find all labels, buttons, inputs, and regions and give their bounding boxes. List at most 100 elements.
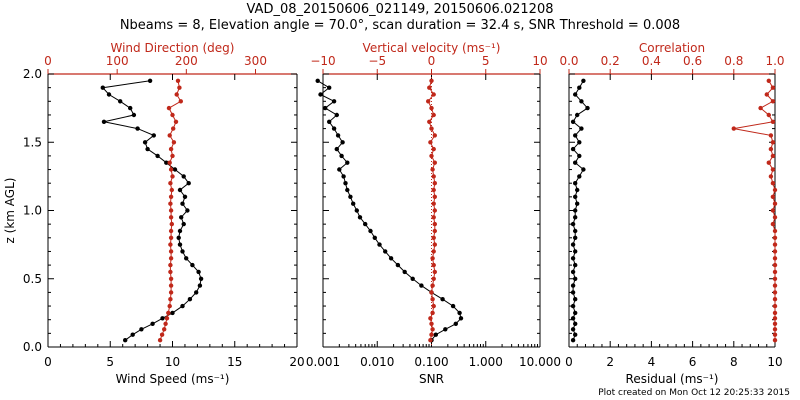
wind-direction-point — [159, 332, 165, 337]
correlation-point — [772, 276, 778, 281]
plot-footer: Plot created on Mon Oct 12 20:25:33 2015 — [598, 388, 790, 398]
correlation-point — [772, 242, 778, 247]
snr-point — [348, 194, 353, 199]
snr-point — [410, 276, 415, 281]
snr-point — [345, 160, 350, 165]
top-tick-label: 0 — [428, 54, 436, 68]
vertical-velocity-point — [428, 140, 433, 145]
residual-point — [570, 327, 576, 332]
top-tick-label: 0.4 — [642, 54, 661, 68]
snr-point — [341, 174, 346, 179]
wind-direction-point — [166, 105, 172, 111]
residual-point — [570, 221, 576, 227]
x-tick-label: 5 — [106, 355, 114, 369]
wind-direction-point — [168, 262, 173, 268]
wind-direction-point — [168, 181, 173, 186]
wind-speed-point — [130, 332, 135, 337]
correlation-point — [770, 221, 776, 227]
wind-direction-point — [167, 303, 172, 309]
snr-point — [419, 283, 424, 288]
residual-point — [575, 201, 580, 206]
x-tick-label: 10 — [165, 355, 180, 369]
wind-direction-point — [169, 187, 174, 193]
wind-direction-point — [168, 215, 174, 220]
wind-direction-point — [168, 235, 174, 240]
top-tick-label: 0.6 — [683, 54, 702, 68]
vertical-velocity-point — [431, 215, 436, 220]
snr-point — [402, 269, 407, 275]
wind-direction-point — [177, 85, 182, 90]
x-tick-label: 0.100 — [414, 355, 448, 369]
wind-speed-point — [160, 316, 165, 321]
wind-speed-point — [197, 283, 203, 288]
snr-point — [368, 228, 373, 234]
y-tick-label: 1.5 — [23, 135, 42, 149]
y-tick-label: 1.0 — [23, 204, 42, 218]
correlation-point — [770, 167, 776, 172]
correlation-point — [772, 290, 778, 295]
x-axis-label: Residual (ms⁻¹) — [626, 372, 719, 386]
vertical-velocity-point — [429, 105, 434, 111]
x-tick-label: 0.010 — [360, 355, 394, 369]
vertical-velocity-point — [429, 332, 434, 337]
vertical-velocity-point — [431, 187, 436, 193]
correlation-point — [772, 332, 778, 337]
vertical-velocity-point — [431, 303, 436, 309]
residual-point — [573, 228, 578, 234]
snr-point — [335, 133, 341, 138]
wind-speed-point — [181, 174, 186, 179]
x-tick-label: 20 — [289, 355, 304, 369]
wind-speed-point — [150, 321, 155, 326]
wind-direction-point — [168, 290, 174, 295]
vertical-velocity-point — [426, 99, 431, 104]
residual-point — [575, 187, 580, 193]
chart-subtitle: Nbeams = 8, Elevation angle = 70.0°, sca… — [119, 18, 681, 33]
residual-point — [573, 297, 578, 302]
correlation-point — [758, 105, 763, 111]
wind-speed-point — [180, 201, 185, 206]
correlation-point — [772, 269, 778, 275]
wind-speed-point — [100, 85, 106, 90]
wind-direction-point — [168, 242, 173, 247]
vertical-velocity-point — [430, 167, 435, 172]
residual-point — [575, 112, 580, 118]
wind-direction-point — [164, 316, 170, 321]
residual-point — [573, 160, 578, 165]
snr-point — [383, 249, 388, 254]
snr-point — [334, 112, 339, 118]
wind-speed-point — [131, 112, 137, 118]
snr-point — [354, 208, 359, 213]
vertical-velocity-point — [432, 228, 437, 234]
top-axis-label: Correlation — [639, 41, 705, 55]
correlation-point — [772, 310, 778, 316]
residual-point — [581, 167, 586, 172]
vertical-velocity-point — [427, 85, 432, 90]
vertical-velocity-point — [429, 290, 434, 295]
correlation-point — [770, 194, 776, 199]
residual-point — [573, 262, 578, 268]
residual-point — [579, 99, 584, 104]
correlation-point — [764, 92, 769, 97]
wind-direction-point — [168, 276, 174, 281]
wind-direction-point — [168, 283, 174, 288]
wind-speed-point — [135, 126, 140, 131]
residual-point — [577, 153, 582, 159]
correlation-point — [772, 297, 778, 302]
top-tick-label: −10 — [310, 54, 335, 68]
snr-point — [315, 78, 320, 84]
vertical-velocity-point — [431, 112, 436, 118]
correlation-point — [772, 215, 778, 220]
wind-direction-point — [166, 310, 171, 316]
wind-speed-point — [185, 208, 190, 213]
top-tick-label: 5 — [482, 54, 490, 68]
wind-speed-point — [194, 290, 199, 295]
residual-point — [581, 78, 586, 84]
x-tick-label: 10.000 — [519, 355, 561, 369]
correlation-point — [772, 201, 778, 206]
vertical-velocity-point — [431, 276, 436, 281]
top-tick-label: 200 — [175, 54, 198, 68]
x-tick-label: 2 — [606, 355, 614, 369]
vertical-velocity-point — [432, 181, 437, 186]
wind-direction-point — [168, 146, 174, 152]
correlation-point — [772, 338, 778, 343]
